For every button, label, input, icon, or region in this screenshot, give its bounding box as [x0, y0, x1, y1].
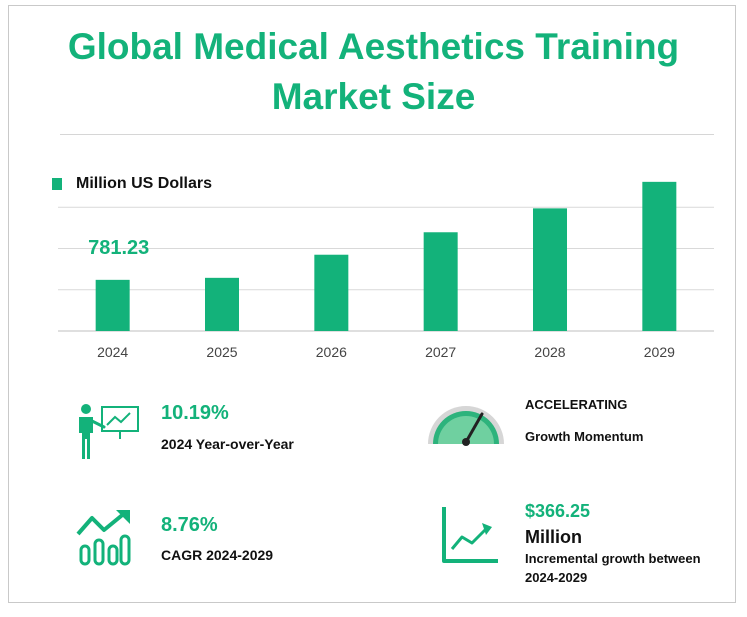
incremental-unit: Million	[525, 527, 582, 547]
bar-2024	[95, 279, 130, 331]
x-tick-label: 2026	[316, 344, 347, 360]
trend-line-chart-icon	[442, 507, 498, 563]
x-tick-label: 2024	[97, 344, 128, 360]
incremental-value: $366.25	[525, 501, 591, 521]
x-tick-label: 2029	[644, 344, 675, 360]
x-tick-label: 2027	[425, 344, 456, 360]
x-tick-label: 2028	[534, 344, 565, 360]
x-tick-label: 2025	[206, 344, 237, 360]
cagr-value: 8.76%	[161, 514, 218, 536]
yoy-value: 10.19%	[161, 402, 229, 424]
title-divider	[60, 134, 714, 135]
chart-legend: Million US Dollars	[52, 175, 212, 193]
yoy-label: 2024 Year-over-Year	[161, 436, 294, 452]
incremental-label-line1: Incremental growth between	[525, 551, 701, 566]
bar-2027	[423, 232, 458, 331]
data-label: 781.23	[88, 237, 149, 259]
momentum-value: ACCELERATING	[525, 397, 628, 412]
rising-bars-arrow-icon	[76, 510, 131, 566]
legend-swatch	[52, 178, 62, 190]
speedometer-gauge-icon	[428, 406, 504, 446]
presenter-chart-icon	[79, 404, 139, 459]
legend-label: Million US Dollars	[76, 175, 213, 192]
title-line-2: Market Size	[271, 76, 476, 117]
incremental-label-line2: 2024-2029	[525, 570, 588, 585]
bar-2026	[314, 254, 349, 331]
cagr-label: CAGR 2024-2029	[161, 547, 274, 563]
bar-2025	[205, 277, 239, 331]
bar-2029	[642, 181, 677, 331]
page-title: Global Medical Aesthetics Training Marke…	[0, 22, 747, 122]
bar-2028	[533, 208, 567, 331]
title-line-1: Global Medical Aesthetics Training	[67, 26, 680, 67]
momentum-label: Growth Momentum	[525, 429, 644, 444]
